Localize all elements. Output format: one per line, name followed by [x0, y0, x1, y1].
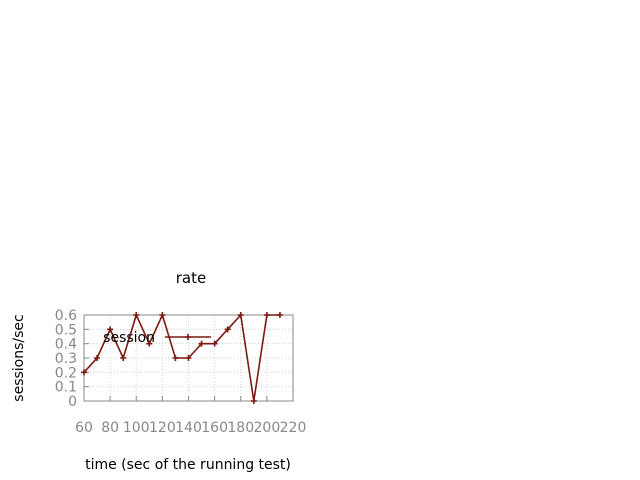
y-tick-label: 0.4 — [55, 337, 77, 353]
data-point-marker — [250, 398, 257, 404]
x-tick-label: 200 — [254, 420, 281, 436]
y-tick-label: 0.5 — [55, 322, 77, 338]
series-line — [83, 312, 280, 402]
data-point-marker — [81, 369, 87, 376]
data-point-marker — [224, 326, 231, 333]
data-point-marker — [94, 355, 101, 361]
x-tick-label: 220 — [280, 420, 307, 436]
legend-label: session — [103, 330, 155, 346]
data-point-marker — [133, 312, 140, 318]
data-point-marker — [120, 355, 127, 361]
data-point-marker — [107, 326, 114, 333]
x-tick-label: 160 — [201, 420, 228, 436]
y-axis-label: sessions/sec — [11, 314, 27, 401]
legend-marker — [185, 334, 191, 340]
x-axis-label: time (sec of the running test) — [85, 457, 291, 473]
y-tick-label: 0.1 — [55, 380, 77, 396]
y-tick-label: 0.6 — [55, 308, 77, 324]
data-point-marker — [146, 340, 153, 347]
x-tick-label: 60 — [75, 420, 93, 436]
x-tick-label: 120 — [149, 420, 176, 436]
x-axis-ticks: 60 80 100 120 140 160 180 200 220 — [75, 396, 306, 436]
data-point-marker — [198, 340, 205, 347]
data-point-marker — [263, 312, 270, 318]
legend: session — [103, 330, 211, 346]
chart-title: rate — [176, 269, 206, 287]
x-tick-label: 100 — [123, 420, 150, 436]
x-tick-label: 80 — [101, 420, 119, 436]
data-point-marker — [276, 312, 283, 318]
data-point-marker — [159, 312, 166, 318]
x-tick-label: 180 — [227, 420, 254, 436]
data-point-marker — [237, 312, 244, 318]
y-tick-label: 0 — [68, 394, 77, 410]
data-point-marker — [211, 340, 218, 347]
x-tick-label: 140 — [175, 420, 202, 436]
y-tick-label: 0.2 — [55, 365, 77, 381]
y-tick-label: 0.3 — [55, 351, 77, 367]
data-point-marker — [185, 355, 192, 361]
series-layer — [81, 312, 283, 404]
data-point-marker — [172, 355, 179, 361]
y-axis-ticks: 00.10.20.30.40.50.6 — [55, 308, 89, 410]
